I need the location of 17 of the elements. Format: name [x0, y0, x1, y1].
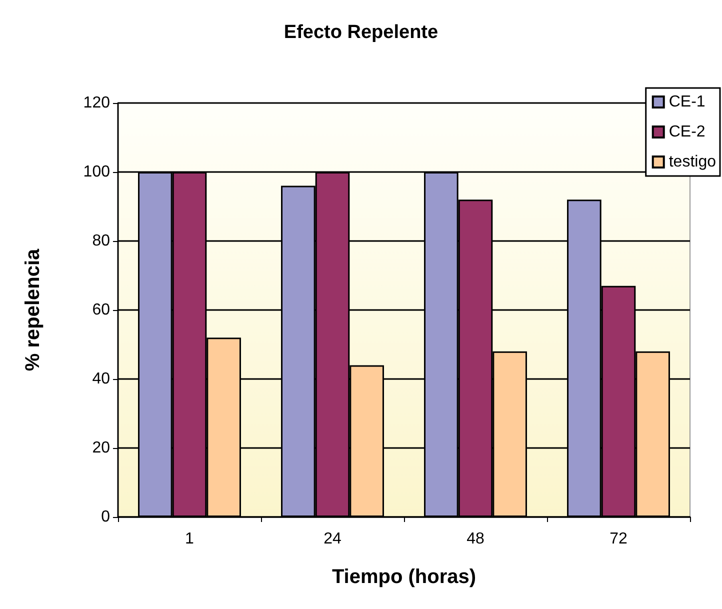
legend-label: testigo	[668, 154, 716, 170]
x-axis-title: Tiempo (horas)	[332, 566, 476, 588]
x-tick-label: 72	[610, 530, 628, 548]
y-tick-label: 60	[92, 302, 110, 318]
x-tick-label: 24	[324, 530, 342, 548]
legend-label: CE-2	[668, 124, 706, 140]
y-axis-title: % repelencia	[22, 248, 44, 372]
y-tick-label: 20	[92, 440, 110, 456]
chart-title: Efecto Repelente	[284, 22, 438, 43]
y-tick-label: 40	[92, 370, 110, 388]
y-tick-label: 80	[92, 232, 110, 250]
y-tick-label: 120	[83, 94, 110, 112]
y-tick-label: 0	[101, 508, 110, 526]
x-tick-label: 1	[185, 530, 194, 548]
y-tick-label: 100	[83, 164, 110, 180]
x-tick-label: 48	[466, 530, 484, 548]
legend-label: CE-1	[668, 94, 706, 110]
